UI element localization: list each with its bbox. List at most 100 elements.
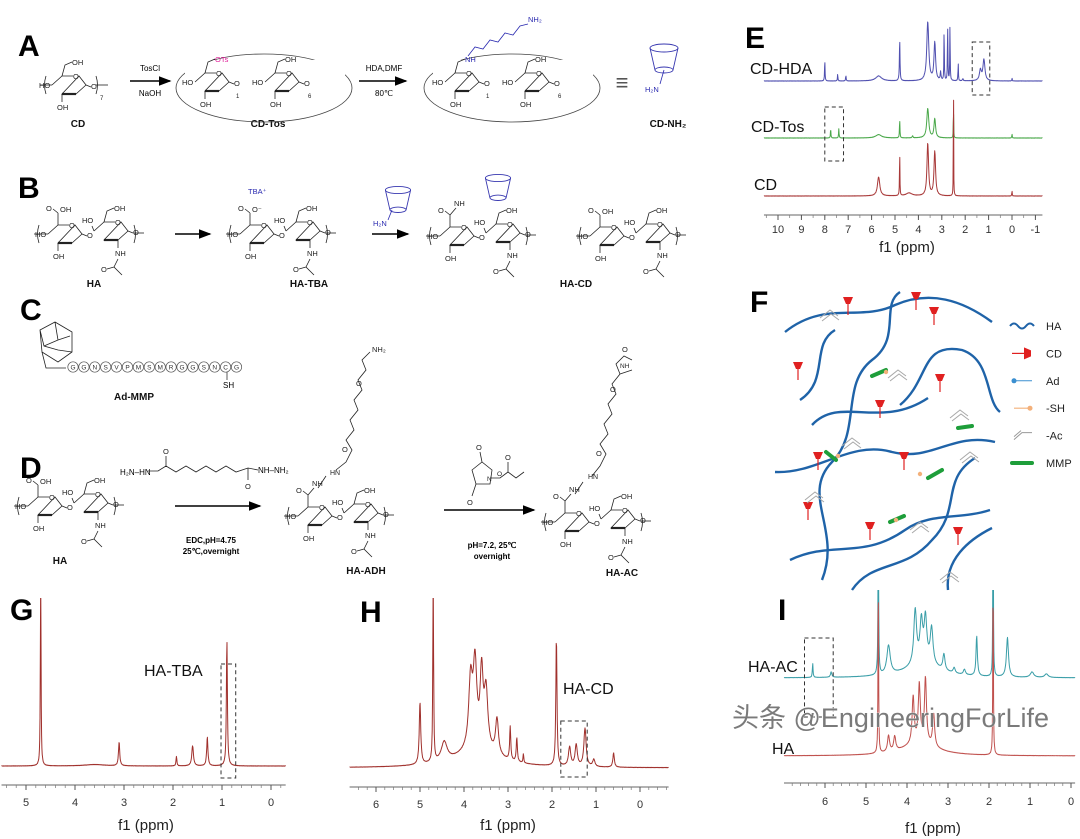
bond xyxy=(659,69,665,85)
spectrum-panel-g: 5 4 3 2 1 0 xyxy=(1,598,286,809)
legend-label: Ad xyxy=(1046,376,1059,388)
bond xyxy=(298,81,305,85)
x-tick-label: 5 xyxy=(892,224,898,236)
cone-rim xyxy=(384,185,412,195)
atom-label: OH xyxy=(450,100,461,109)
cone-rim xyxy=(649,43,679,53)
cone-side xyxy=(384,189,412,210)
amino-acid-letter: G xyxy=(70,365,75,372)
condition-overnight-2: overnight xyxy=(474,552,511,561)
bond xyxy=(559,496,566,513)
ha-chain xyxy=(946,526,993,591)
atom-label: O xyxy=(610,385,616,394)
spectrum-panel-i: 6 5 4 3 2 1 0 xyxy=(783,590,1076,808)
amino-acid-residue xyxy=(154,361,166,373)
axis-label-g: f1 (ppm) xyxy=(118,817,174,834)
amino-acid-letter: S xyxy=(104,365,109,372)
cone-side xyxy=(649,47,679,71)
atom-label: O xyxy=(238,204,244,213)
highlight-box xyxy=(824,106,845,162)
x-tick-label: 1 xyxy=(986,224,992,236)
atom-label: O xyxy=(26,476,32,485)
atom-label: O xyxy=(479,233,485,242)
bond xyxy=(524,58,536,74)
bond xyxy=(598,513,602,520)
atom-label: O xyxy=(163,447,169,456)
cd-cone-icon xyxy=(813,452,823,459)
atom-label: O xyxy=(91,82,97,91)
axis-label-i: f1 (ppm) xyxy=(905,820,961,837)
atom-label: HO xyxy=(427,232,438,241)
bracket xyxy=(579,226,582,246)
cone-side xyxy=(484,177,512,198)
substituent-label: OH xyxy=(114,204,125,213)
atom-label: NH xyxy=(622,537,633,546)
highlight-box xyxy=(220,663,237,779)
mmp-peptide-link xyxy=(824,450,838,462)
bracket xyxy=(44,75,47,95)
bond xyxy=(633,227,637,234)
atom-label: O xyxy=(245,482,251,491)
amino-acid-residue xyxy=(187,361,199,373)
series-label-ha-cd: HA-CD xyxy=(563,681,614,698)
atom-label: O xyxy=(493,267,499,276)
x-tick-label: 4 xyxy=(72,797,78,809)
atom-label: O xyxy=(351,547,357,556)
spectrum-line-ha-tba xyxy=(1,598,286,767)
atom-label: HO xyxy=(332,498,343,507)
adamantane-cage xyxy=(39,321,73,363)
legend-label: MMP xyxy=(1046,458,1072,470)
atom-label: O xyxy=(87,231,93,240)
bond xyxy=(613,546,630,564)
sugar-ring xyxy=(297,506,333,526)
ring-oxygen: O xyxy=(307,218,313,227)
acrylate-group xyxy=(939,571,960,584)
ha-chain xyxy=(799,328,836,401)
linker xyxy=(41,351,66,369)
bond xyxy=(298,258,315,276)
sugar-ring xyxy=(600,509,636,529)
bond xyxy=(91,225,95,232)
x-tick-label: 3 xyxy=(505,799,511,811)
atom-label: O xyxy=(629,233,635,242)
thiol-label: SH xyxy=(223,381,234,390)
atom-label: 1 xyxy=(236,94,240,100)
atom-label: O xyxy=(476,443,482,452)
cyclodextrin-cone-icon xyxy=(384,185,412,213)
compound-label-ha-cd: HA-CD xyxy=(560,279,592,290)
series-label-ha: HA xyxy=(772,741,795,758)
bond xyxy=(623,235,630,239)
atom-label: NH xyxy=(657,251,668,260)
atom-label: HO xyxy=(432,78,443,87)
bond xyxy=(295,207,307,223)
atom-label: HO xyxy=(274,216,285,225)
atom-label: NH xyxy=(569,485,580,494)
sugar-ring xyxy=(635,223,671,243)
substituent-label: OH xyxy=(94,476,105,485)
atom-label: OH xyxy=(520,100,531,109)
amino-acid-residue xyxy=(132,361,144,373)
amino-acid-residue xyxy=(121,361,134,373)
macrocycle-ring xyxy=(175,53,353,123)
atom-label: HO xyxy=(502,78,513,87)
counterion-label: TBA⁺ xyxy=(248,187,267,196)
bond xyxy=(634,518,641,522)
ha-chain xyxy=(811,397,929,426)
spectrum-line-cd-tos xyxy=(763,108,1043,139)
acrylate-group xyxy=(909,521,930,534)
cd-cone-icon xyxy=(929,307,939,314)
atom-label: O xyxy=(81,537,87,546)
legend-item: Ad xyxy=(1011,376,1059,388)
legend-label: CD xyxy=(1046,348,1062,360)
highlight-box xyxy=(971,41,991,96)
atom-label: O xyxy=(505,453,511,462)
acrylamide-chain xyxy=(574,355,633,495)
atom-label: OH xyxy=(40,477,51,486)
atom-label: N xyxy=(487,476,492,483)
amino-acid-residue xyxy=(78,361,90,373)
atom-label: NH₂ xyxy=(372,345,386,354)
cd-cone-icon xyxy=(911,292,921,299)
atom-label: NH xyxy=(454,199,465,208)
atom-label: O xyxy=(622,345,628,354)
